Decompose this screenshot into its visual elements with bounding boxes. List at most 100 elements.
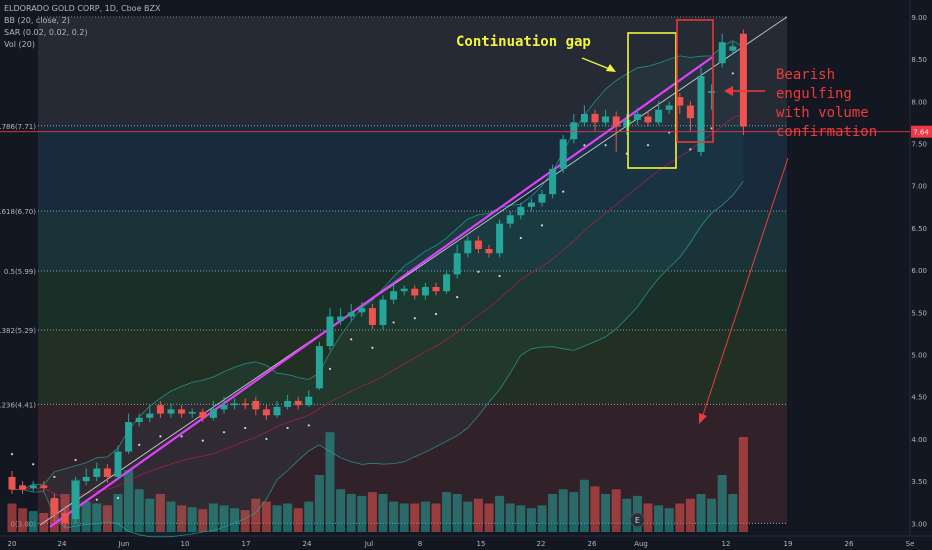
volume-bar (336, 489, 346, 532)
volume-bar (431, 503, 441, 532)
sar-dot (710, 127, 713, 130)
volume-bar (251, 498, 261, 532)
continuation-gap-label: Continuation gap (456, 34, 591, 50)
time-tick-label: 24 (303, 540, 312, 548)
volume-bar (516, 505, 526, 532)
volume-bar (622, 498, 632, 532)
candle-body (517, 206, 525, 216)
sar-dot (689, 148, 692, 151)
candle-body (538, 194, 546, 203)
candle-body (368, 308, 376, 325)
volume-bar (410, 503, 420, 532)
candle-body (400, 288, 408, 292)
volume-bar (505, 503, 515, 532)
volume-bar (230, 508, 240, 532)
parabolic-sar-dots (10, 72, 734, 501)
sar-dot (392, 321, 395, 324)
volume-bar (675, 503, 685, 532)
candle-body (527, 202, 535, 207)
price-tick-label: 7.00 (911, 183, 927, 191)
red-volume-arrow-head (699, 413, 707, 424)
volume-bar (155, 494, 165, 532)
sar-dot (286, 426, 289, 430)
sar-dot (540, 224, 544, 227)
candle-body (633, 113, 641, 120)
time-tick-label: 20 (8, 540, 17, 548)
last-price-label: 7.64 (913, 129, 929, 137)
price-tick-label: 5.00 (911, 352, 927, 360)
candle-body (496, 223, 504, 254)
candle-body (686, 105, 694, 119)
price-tick-label: 4.50 (911, 394, 927, 402)
candle-body (188, 411, 196, 414)
red-arrow-head (724, 86, 733, 96)
sar-dot (265, 437, 268, 441)
volume-bar (219, 505, 229, 532)
fib-level-label: 0.786(7.71) (0, 123, 36, 131)
volume-bar (696, 494, 706, 532)
volume-bar (92, 503, 102, 532)
volume-bar (28, 511, 38, 532)
earnings-marker-label: E (635, 516, 640, 525)
candle-body (485, 249, 493, 254)
volume-bar (442, 492, 452, 532)
sar-dot (116, 496, 120, 500)
volume-bar (357, 495, 367, 532)
candle-body (29, 485, 37, 488)
sar-dot (583, 144, 586, 147)
sar-dot (456, 296, 459, 299)
candle-body (559, 139, 567, 169)
sar-dot (53, 475, 56, 479)
time-tick-label: 24 (58, 540, 67, 548)
volume-bar (590, 486, 600, 532)
candle-body (739, 33, 747, 127)
bollinger-lower (12, 180, 744, 538)
candle-body (453, 253, 461, 275)
candle-body (40, 485, 48, 488)
volume-bar (293, 508, 303, 532)
sar-legend: SAR (0.02, 0.02, 0.2) (4, 28, 88, 37)
volume-bar (558, 489, 568, 532)
volume-bar (124, 470, 134, 532)
candle-body (231, 403, 239, 406)
candle-body (326, 316, 334, 347)
time-tick-label: Aug (634, 540, 648, 548)
candle-body (358, 308, 366, 313)
sar-dot (159, 435, 162, 438)
earnings-marker (629, 512, 645, 528)
candle-body (708, 91, 716, 93)
continuation-gap-box (627, 32, 677, 169)
candle-body (273, 406, 281, 416)
time-tick-label: 26 (845, 540, 854, 548)
volume-bar (378, 494, 388, 532)
volume-bar (685, 498, 695, 532)
sar-dot (371, 346, 374, 349)
sar-dot (74, 458, 77, 462)
volume-bar (537, 505, 547, 532)
candle-body (156, 405, 164, 414)
yellow-arrow-head (606, 64, 616, 72)
sar-dot (350, 338, 353, 341)
price-tick-label: 3.00 (911, 520, 927, 528)
candle-body (262, 409, 270, 416)
candle-body (443, 274, 451, 292)
candle-body (347, 312, 355, 317)
sar-dot (32, 463, 35, 466)
candle-body (125, 422, 133, 452)
candle-body (305, 396, 313, 406)
bearish-engulfing-box (676, 19, 714, 143)
sar-dot (328, 367, 332, 370)
candle-body (591, 113, 599, 123)
gray-trendline (39, 16, 788, 526)
price-tick-label: 8.00 (911, 98, 927, 106)
volume-bar (495, 495, 505, 532)
candle-body (167, 409, 175, 414)
volume-bar (399, 503, 409, 532)
candle-body (209, 409, 217, 418)
volume-bar (166, 501, 176, 532)
candle-body (549, 168, 557, 195)
time-tick-label: 10 (181, 540, 190, 548)
bollinger-basis (12, 113, 744, 499)
price-tick-label: 4.00 (911, 436, 927, 444)
